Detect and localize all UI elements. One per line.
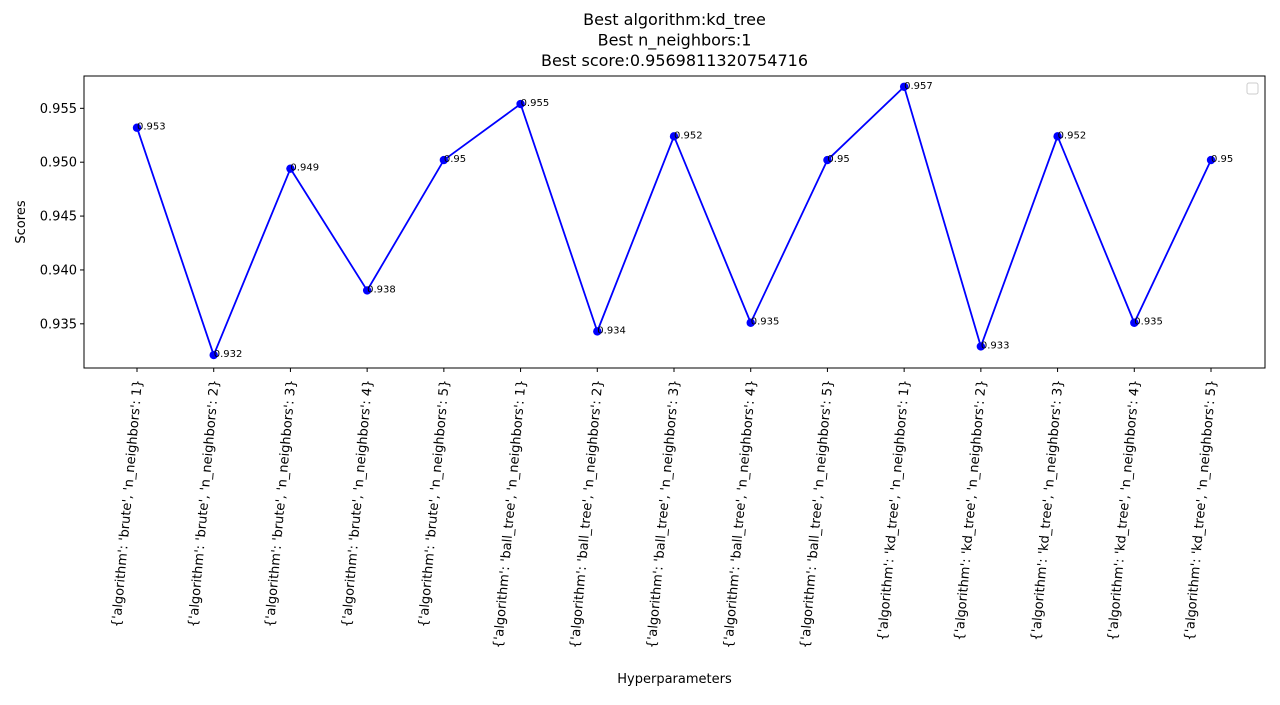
plot-frame — [83, 75, 1266, 369]
y-tick-label: 0.950 — [40, 156, 77, 171]
x-tick-label: {'algorithm': 'ball_tree', 'n_neighbors'… — [568, 379, 606, 649]
data-label: 0.933 — [981, 340, 1010, 351]
data-point — [1206, 155, 1216, 165]
data-labels: 0.953 0.932 0.949 0.938 0.95 0.955 0.934 0.952 0… — [137, 81, 1233, 360]
chart-title-line: Best algorithm:kd_tree — [583, 10, 766, 30]
chart-title-line: Best n_neighbors:1 — [598, 31, 752, 51]
data-label: 0.952 — [674, 130, 703, 141]
x-tick-label: {'algorithm': 'kd_tree', 'n_neighbors': … — [1105, 379, 1143, 641]
x-tick-label: {'algorithm': 'brute', 'n_neighbors': 5} — [416, 379, 453, 628]
x-axis: {'algorithm': 'brute', 'n_neighbors': 1}… — [109, 368, 1220, 649]
data-point — [439, 155, 449, 165]
x-tick-label: {'algorithm': 'brute', 'n_neighbors': 1} — [109, 379, 146, 628]
y-tick-label: 0.935 — [40, 317, 77, 332]
data-label: 0.938 — [367, 284, 396, 295]
data-point — [746, 318, 755, 327]
x-tick-label: {'algorithm': 'kd_tree', 'n_neighbors': … — [1182, 379, 1220, 641]
x-tick-label: {'algorithm': 'kd_tree', 'n_neighbors': … — [875, 379, 913, 641]
x-tick-label: {'algorithm': 'kd_tree', 'n_neighbors': … — [952, 379, 990, 641]
data-label: 0.932 — [214, 349, 243, 360]
x-tick-label: {'algorithm': 'kd_tree', 'n_neighbors': … — [1029, 379, 1067, 641]
chart-title-line: Best score:0.9569811320754716 — [541, 51, 808, 70]
data-label: 0.952 — [1058, 130, 1087, 141]
data-label: 0.935 — [1134, 317, 1163, 328]
data-point — [132, 123, 142, 132]
data-point — [1053, 132, 1062, 141]
data-label: 0.955 — [521, 98, 550, 109]
y-axis: 0.935 0.940 0.945 0.950 0.955 — [40, 102, 84, 332]
data-point — [593, 327, 602, 336]
series-line — [136, 85, 1212, 356]
legend-box — [1246, 82, 1259, 95]
data-label: 0.95 — [1211, 154, 1233, 165]
data-point — [286, 164, 295, 173]
data-label: 0.957 — [904, 81, 933, 92]
y-axis-label: Scores — [14, 200, 29, 243]
data-point — [976, 342, 986, 351]
data-label: 0.935 — [751, 317, 780, 328]
data-point — [209, 350, 218, 360]
x-tick-label: {'algorithm': 'ball_tree', 'n_neighbors'… — [721, 379, 759, 649]
y-tick-label: 0.955 — [40, 102, 77, 117]
data-point — [516, 99, 525, 109]
x-tick-label: {'algorithm': 'brute', 'n_neighbors': 4} — [340, 379, 377, 628]
x-tick-label: {'algorithm': 'ball_tree', 'n_neighbors'… — [798, 379, 836, 649]
data-point — [669, 132, 679, 141]
data-label: 0.95 — [827, 154, 849, 165]
data-point — [899, 82, 909, 91]
data-label: 0.934 — [597, 325, 626, 336]
series-scores — [132, 82, 1216, 360]
plot-area — [83, 75, 1266, 369]
data-label: 0.95 — [444, 154, 466, 165]
x-axis-label: Hyperparameters — [617, 672, 732, 687]
y-tick-label: 0.940 — [40, 263, 77, 278]
data-point — [362, 286, 372, 295]
data-label: 0.953 — [137, 122, 166, 133]
x-tick-label: {'algorithm': 'brute', 'n_neighbors': 2} — [186, 379, 223, 628]
data-point — [1130, 318, 1139, 327]
x-tick-label: {'algorithm': 'ball_tree', 'n_neighbors'… — [491, 379, 529, 649]
x-tick-label: {'algorithm': 'brute', 'n_neighbors': 3} — [263, 379, 300, 628]
x-tick-label: {'algorithm': 'ball_tree', 'n_neighbors'… — [645, 379, 683, 649]
data-label: 0.949 — [290, 163, 319, 174]
y-tick-label: 0.945 — [40, 210, 77, 225]
data-point — [823, 155, 832, 165]
